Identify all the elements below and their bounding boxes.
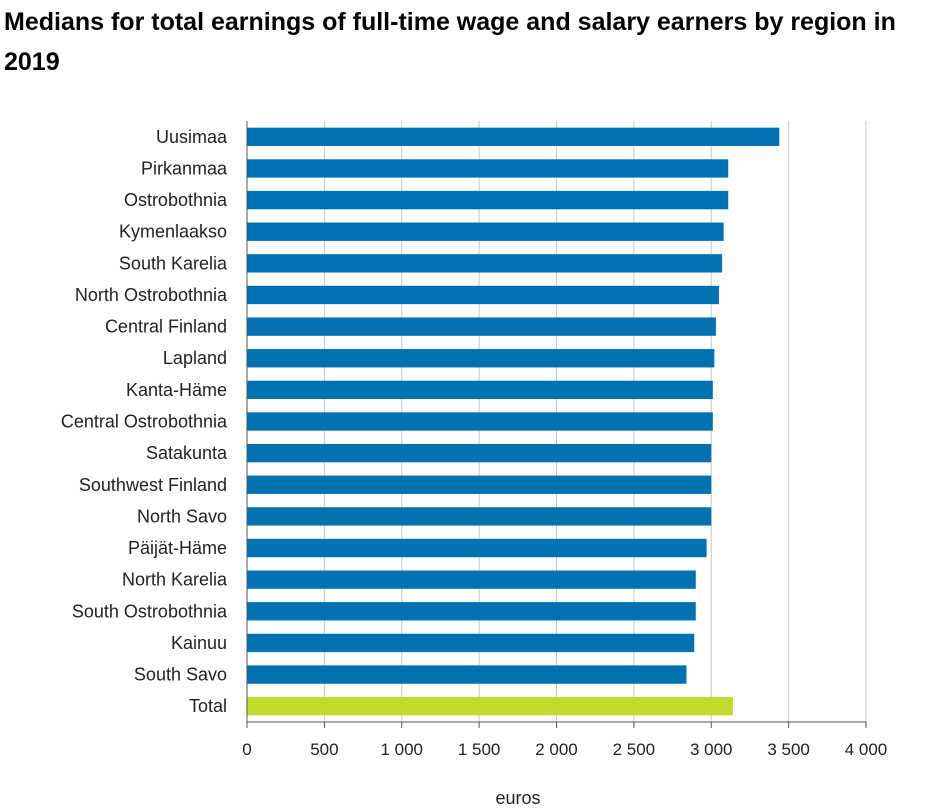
bar: [247, 254, 723, 273]
category-label: North Ostrobothnia: [75, 285, 228, 305]
bar: [247, 665, 687, 684]
chart-title: Medians for total earnings of full-time …: [4, 8, 896, 76]
category-label: Southwest Finland: [79, 475, 227, 495]
category-label: South Ostrobothnia: [72, 601, 228, 621]
x-tick-label: 4 000: [845, 740, 888, 759]
bars: [247, 127, 780, 716]
bar: [247, 222, 724, 241]
bar: [247, 697, 733, 716]
bar: [247, 127, 780, 146]
bar: [247, 159, 729, 178]
bar: [247, 602, 696, 621]
category-labels: Uusimaa Pirkanmaa Ostrobothnia Kymenlaakso S…: [61, 127, 228, 716]
category-label: Ostrobothnia: [124, 190, 228, 210]
bar: [247, 190, 729, 210]
x-tick-label: 2 500: [613, 740, 656, 759]
x-tick-label: 0: [242, 740, 251, 759]
category-label: Kainuu: [171, 633, 227, 653]
x-tick-label: 3 500: [767, 740, 810, 759]
category-label: Central Ostrobothnia: [61, 412, 228, 432]
x-tick-label: 1 500: [458, 740, 501, 759]
category-label: Lapland: [163, 348, 227, 368]
category-label: Pirkanmaa: [141, 158, 228, 178]
x-tick-label: 3 000: [690, 740, 733, 759]
bar: [247, 412, 713, 431]
category-label: North Savo: [137, 506, 227, 526]
bar: [247, 570, 696, 589]
bar: [247, 380, 713, 400]
x-tick-label: 2 000: [535, 740, 578, 759]
category-label: North Karelia: [122, 570, 228, 590]
bar: [247, 443, 712, 463]
category-label: Kanta-Häme: [126, 380, 227, 400]
bar: [247, 475, 712, 494]
bar: [247, 349, 715, 368]
category-label: Total: [189, 696, 227, 716]
category-label: Uusimaa: [156, 127, 228, 147]
category-label: Kymenlaakso: [119, 222, 227, 242]
x-tick-label: 500: [310, 740, 338, 759]
x-tick-labels: 0 500 1 000 1 500 2 000 2 500 3 000 3 500 4 000: [242, 740, 887, 759]
category-label: Satakunta: [146, 443, 228, 463]
category-label: South Savo: [134, 665, 227, 685]
x-axis-title: euros: [495, 788, 540, 808]
x-tick-label: 1 000: [380, 740, 423, 759]
axes: [246, 121, 867, 728]
category-label: Päijät-Häme: [128, 538, 227, 558]
category-label: South Karelia: [119, 253, 228, 273]
category-label: Central Finland: [105, 317, 227, 337]
bar: [247, 317, 716, 336]
bar: [247, 633, 695, 653]
bar: [247, 538, 707, 558]
bar: [247, 285, 719, 305]
bar: [247, 507, 712, 526]
